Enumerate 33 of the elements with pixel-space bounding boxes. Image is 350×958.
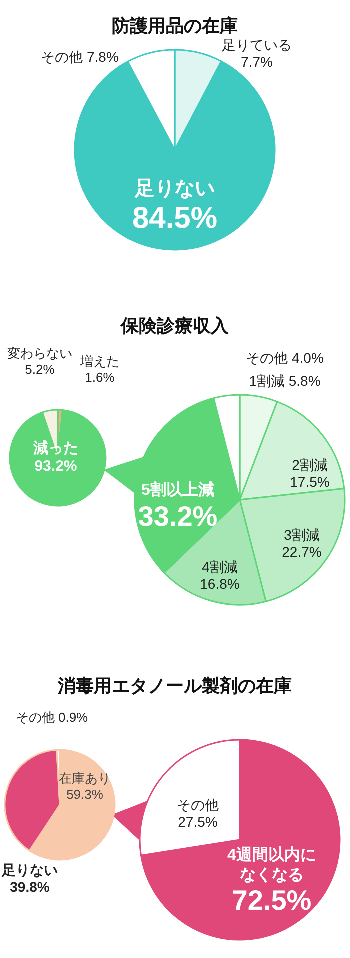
slice-label: 5割以上減	[142, 481, 214, 499]
slice-label: その他 4.0%	[246, 350, 324, 366]
chart-title: 防護用品の在庫	[112, 16, 238, 36]
slice-label: 在庫あり	[59, 771, 111, 786]
text: 消毒用エタノール製剤の在庫	[57, 676, 292, 696]
data-label: 84.5%	[132, 202, 218, 235]
data-label: 7.7%	[241, 54, 273, 70]
data-label: 59.3%	[66, 787, 104, 802]
data-label: 72.5%	[232, 885, 312, 916]
slice-label: 1割減 5.8%	[249, 373, 321, 389]
data-label: 27.5%	[178, 814, 218, 830]
data-label: 22.7%	[282, 544, 322, 560]
slice-label: 4週間以内になくなる	[228, 846, 316, 884]
data-label: 1.6%	[85, 370, 116, 385]
slice-label: 足りている	[222, 37, 292, 53]
data-label: 93.2%	[34, 458, 78, 475]
slice-label: 足りない	[134, 178, 215, 200]
slice-label: 2割減	[292, 457, 328, 473]
slice-label: 足りない	[1, 862, 58, 878]
slice-label: その他 0.9%	[16, 710, 89, 725]
chart-title: 保険診療収入	[120, 316, 230, 336]
data-label: 33.2%	[138, 501, 218, 532]
slice-label: 増えた	[80, 354, 120, 369]
slice-label: その他	[177, 797, 219, 813]
data-label: 39.8%	[10, 879, 50, 895]
slice-label: 減った	[32, 440, 78, 457]
slice-label: 4割減	[202, 559, 238, 575]
data-label: 5.2%	[25, 362, 56, 377]
data-label: 17.5%	[290, 474, 330, 490]
slice-label: その他 7.8%	[41, 49, 119, 65]
data-label: 16.8%	[200, 576, 240, 592]
slice-label: 変わらない	[8, 346, 72, 361]
slice-label: 3割減	[284, 527, 320, 543]
